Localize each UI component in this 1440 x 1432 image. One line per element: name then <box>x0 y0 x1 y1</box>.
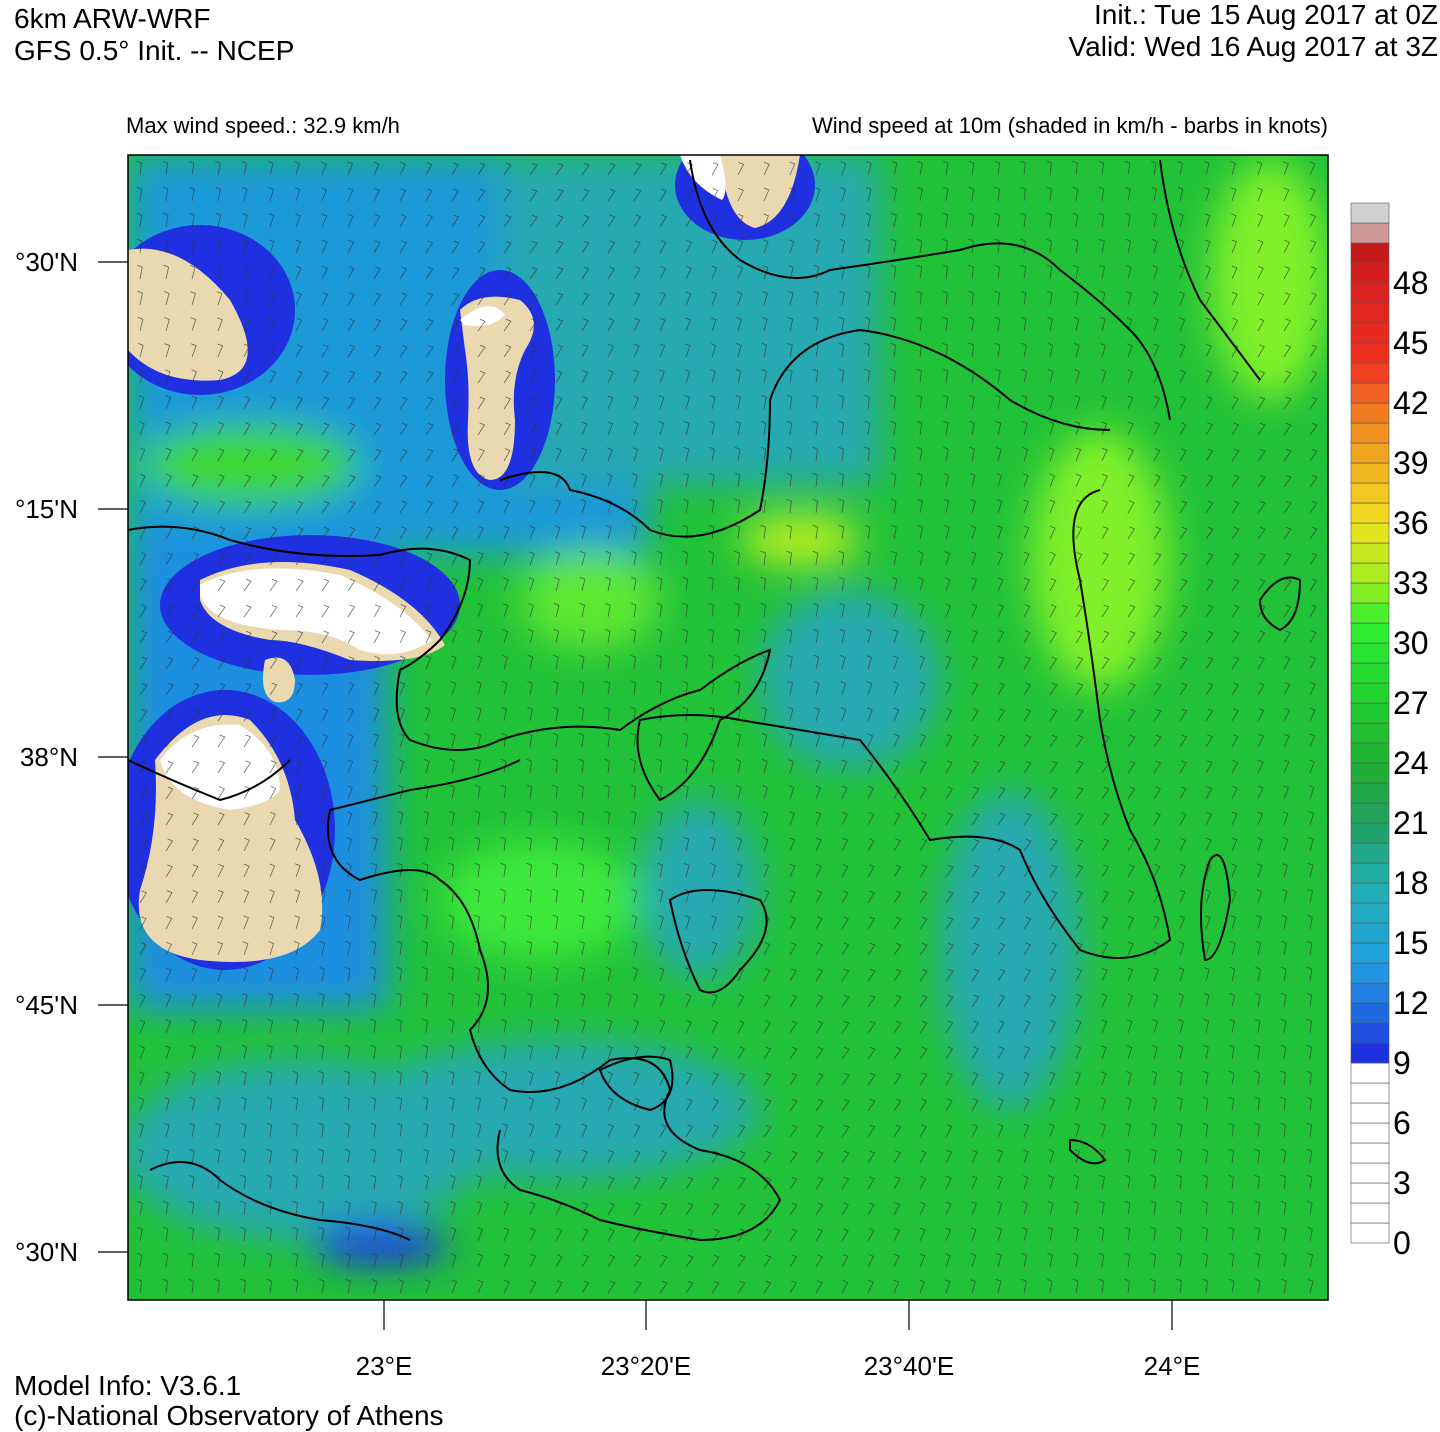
y-tick-label: °15'N <box>15 494 78 524</box>
colorbar-label: 48 <box>1393 265 1429 301</box>
colorbar-box <box>1350 942 1390 964</box>
colorbar-label: 39 <box>1393 445 1429 481</box>
colorbar-box <box>1350 1202 1390 1224</box>
colorbar-box <box>1350 382 1390 404</box>
colorbar-box <box>1350 1022 1390 1044</box>
colorbar-box <box>1350 322 1390 344</box>
wind-map <box>128 155 1328 1300</box>
colorbar-label: 30 <box>1393 625 1429 661</box>
colorbar-box <box>1350 1062 1390 1084</box>
colorbar-box <box>1350 202 1390 224</box>
colorbar-box <box>1350 302 1390 324</box>
valid-time: Valid: Wed 16 Aug 2017 at 3Z <box>1069 31 1438 62</box>
colorbar-box <box>1350 1142 1390 1164</box>
colorbar-label: 12 <box>1393 985 1429 1021</box>
colorbar-box <box>1350 602 1390 624</box>
colorbar-box <box>1350 882 1390 904</box>
colorbar-label: 42 <box>1393 385 1429 421</box>
colorbar-box <box>1350 522 1390 544</box>
colorbar-box <box>1350 462 1390 484</box>
coastlines <box>128 159 1302 1242</box>
colorbar-box <box>1350 1082 1390 1104</box>
colorbar-box <box>1350 262 1390 284</box>
map-frame <box>127 154 1329 1301</box>
init-source: GFS 0.5° Init. -- NCEP <box>14 35 294 66</box>
x-tick-label: 24°E <box>1144 1351 1201 1381</box>
colorbar-label: 24 <box>1393 745 1429 781</box>
colorbar-box <box>1350 282 1390 304</box>
x-tick-label: 23°E <box>356 1351 413 1381</box>
colorbar-box <box>1350 1102 1390 1124</box>
colorbar-box <box>1350 222 1390 244</box>
colorbar-label: 3 <box>1393 1165 1411 1201</box>
colorbar-label: 0 <box>1393 1225 1411 1261</box>
model-info: Model Info: V3.6.1 <box>14 1370 241 1401</box>
colorbar-label: 6 <box>1393 1105 1411 1141</box>
colorbar-box <box>1350 502 1390 524</box>
max-wind: Max wind speed.: 32.9 km/h <box>126 113 400 138</box>
colorbar-label: 45 <box>1393 325 1429 361</box>
x-tick-label: 23°40'E <box>864 1351 955 1381</box>
colorbar-box <box>1350 1182 1390 1204</box>
y-tick-label: °30'N <box>15 247 78 277</box>
y-tick-label: °30'N <box>15 1237 78 1267</box>
colorbar-label: 33 <box>1393 565 1429 601</box>
colorbar-box <box>1350 1002 1390 1024</box>
field-description: Wind speed at 10m (shaded in km/h - barb… <box>812 113 1328 138</box>
wind-barbs <box>136 160 1318 1294</box>
colorbar-box <box>1350 622 1390 644</box>
init-time: Init.: Tue 15 Aug 2017 at 0Z <box>1094 0 1438 30</box>
y-tick-label: °45'N <box>15 990 78 1020</box>
colorbar-box <box>1350 702 1390 724</box>
colorbar-box <box>1350 1122 1390 1144</box>
colorbar-box <box>1350 782 1390 804</box>
colorbar-label: 9 <box>1393 1045 1411 1081</box>
colorbar-box <box>1350 642 1390 664</box>
colorbar-box <box>1350 862 1390 884</box>
colorbar-box <box>1350 582 1390 604</box>
colorbar-box <box>1350 762 1390 784</box>
colorbar-label: 18 <box>1393 865 1429 901</box>
colorbar-box <box>1350 242 1390 264</box>
colorbar-box <box>1350 542 1390 564</box>
axis-ticks <box>98 261 1173 1330</box>
colorbar-box <box>1350 842 1390 864</box>
colorbar-box <box>1350 562 1390 584</box>
colorbar-box <box>1350 482 1390 504</box>
colorbar-label: 27 <box>1393 685 1429 721</box>
credit: (c)-National Observatory of Athens <box>14 1400 444 1431</box>
colorbar-box <box>1350 902 1390 924</box>
colorbar-box <box>1350 1042 1390 1064</box>
colorbar-box <box>1350 662 1390 684</box>
colorbar-box <box>1350 982 1390 1004</box>
colorbar-box <box>1350 342 1390 364</box>
colorbar-box <box>1350 1162 1390 1184</box>
colorbar-box <box>1350 802 1390 824</box>
colorbar-label: 36 <box>1393 505 1429 541</box>
colorbar-box <box>1350 722 1390 744</box>
model-title: 6km ARW-WRF <box>14 3 211 34</box>
colorbar-label: 15 <box>1393 925 1429 961</box>
colorbar-box <box>1350 822 1390 844</box>
colorbar-box <box>1350 442 1390 464</box>
colorbar-box <box>1350 422 1390 444</box>
colorbar-box <box>1350 962 1390 984</box>
colorbar-box <box>1350 402 1390 424</box>
colorbar-box <box>1350 742 1390 764</box>
colorbar-label: 21 <box>1393 805 1429 841</box>
y-tick-label: 38°N <box>20 742 78 772</box>
colorbar-box <box>1350 922 1390 944</box>
colorbar-box <box>1350 1222 1390 1244</box>
x-tick-label: 23°20'E <box>601 1351 692 1381</box>
colorbar-box <box>1350 682 1390 704</box>
colorbar-box <box>1350 362 1390 384</box>
